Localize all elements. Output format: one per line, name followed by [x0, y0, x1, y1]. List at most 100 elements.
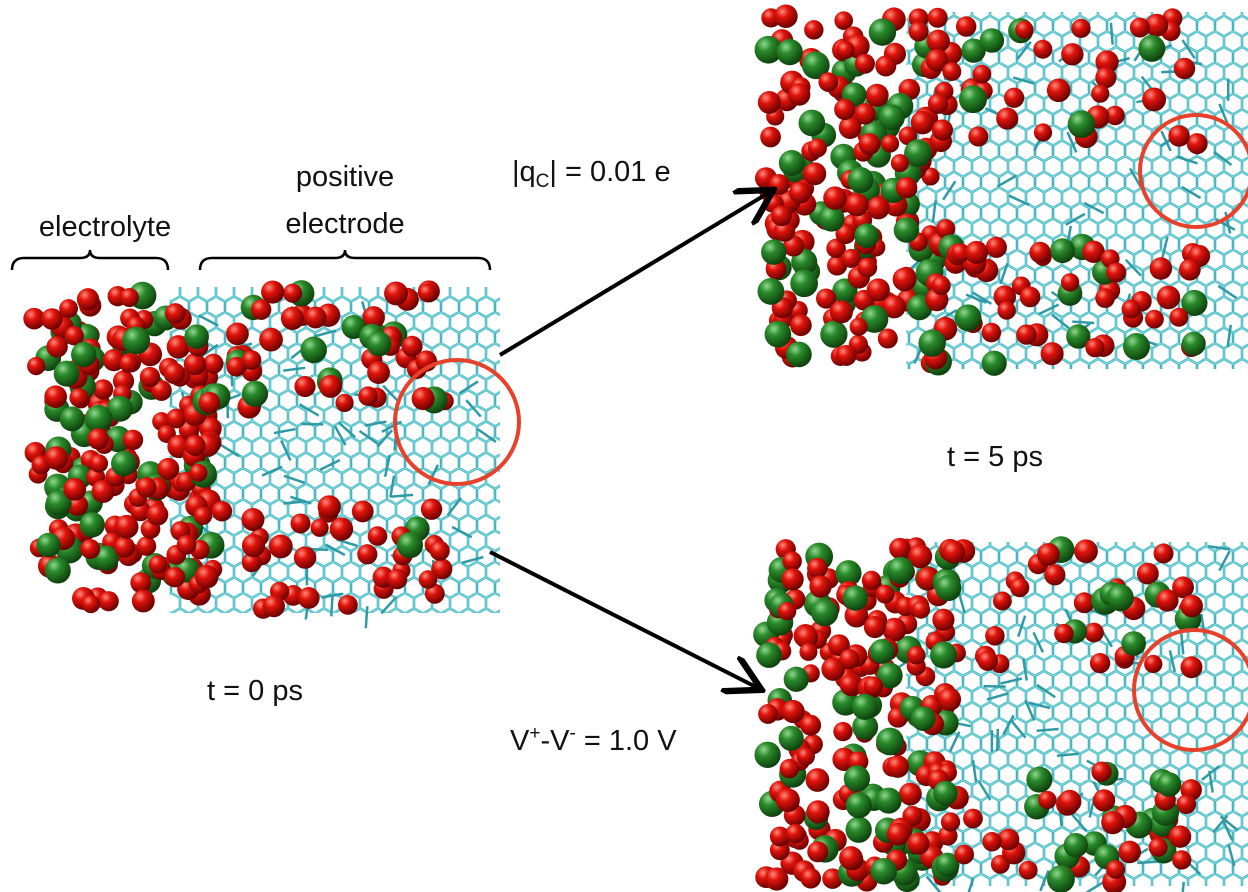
cation	[928, 93, 948, 113]
cation	[77, 288, 99, 310]
cation	[881, 135, 899, 153]
cation	[1061, 43, 1083, 65]
anion	[870, 639, 895, 664]
cation	[878, 329, 898, 349]
cation	[839, 649, 859, 669]
cation	[1016, 324, 1036, 344]
cation	[242, 350, 262, 370]
cation	[800, 868, 821, 889]
snapshot	[23, 280, 500, 628]
cation	[1180, 595, 1203, 618]
cation	[932, 276, 951, 295]
cation	[387, 569, 407, 589]
anion	[761, 239, 786, 264]
anion	[784, 667, 809, 692]
cation	[859, 133, 881, 155]
cation	[834, 99, 855, 120]
cation	[177, 535, 197, 555]
cation	[928, 8, 948, 28]
arrow	[490, 552, 758, 688]
cation	[972, 65, 991, 84]
anion	[1182, 332, 1206, 356]
anion	[876, 788, 902, 814]
cation	[996, 108, 1018, 130]
cation	[1047, 79, 1071, 103]
cation	[864, 616, 886, 638]
cation	[1074, 539, 1098, 563]
cation	[1093, 789, 1115, 811]
cation	[954, 845, 974, 865]
cation	[771, 205, 792, 226]
cation	[352, 501, 374, 523]
anion	[843, 585, 868, 610]
carbon-bond	[1037, 729, 1059, 731]
cation	[932, 609, 954, 631]
cation	[845, 193, 868, 216]
cation	[298, 587, 320, 609]
cation	[876, 585, 895, 604]
cation	[384, 281, 408, 305]
cation	[911, 111, 935, 135]
cation	[294, 376, 315, 397]
cation	[830, 300, 853, 323]
carbon-bond	[366, 606, 368, 628]
cation	[1122, 300, 1141, 319]
cation	[358, 386, 378, 406]
anion	[367, 331, 392, 356]
cation	[1180, 656, 1202, 678]
cation	[907, 646, 926, 665]
cation	[1142, 87, 1166, 111]
cation	[938, 688, 961, 711]
cation	[41, 308, 63, 330]
label: t = 5 ps	[947, 441, 1043, 473]
cation	[259, 328, 283, 352]
anion	[397, 532, 423, 558]
cation	[887, 823, 910, 846]
cation	[893, 268, 917, 292]
anion	[930, 642, 957, 669]
cation	[136, 477, 156, 497]
cation	[27, 357, 45, 375]
cation	[269, 535, 293, 559]
label: |qC| = 0.01 e	[512, 156, 671, 192]
anion	[300, 337, 327, 364]
cation	[311, 519, 329, 537]
cation	[242, 534, 265, 557]
cation	[114, 537, 135, 558]
cation	[1091, 761, 1111, 781]
label-subscript: C	[536, 171, 550, 192]
cation	[778, 602, 796, 620]
arrow	[500, 192, 770, 355]
cation	[90, 454, 108, 472]
cation	[418, 284, 437, 303]
cation	[1144, 655, 1162, 673]
anion	[887, 557, 914, 584]
cation	[855, 54, 875, 74]
anion	[1050, 238, 1075, 263]
cation	[891, 154, 909, 172]
label: V+-V- = 1.0 V	[510, 723, 677, 757]
cation	[1130, 18, 1150, 38]
anion	[1157, 772, 1182, 797]
carbon-bond	[1137, 861, 1159, 862]
anion	[955, 304, 982, 331]
cation	[982, 832, 1001, 851]
cation	[367, 361, 390, 384]
cation	[1106, 860, 1125, 879]
anion	[854, 223, 879, 248]
anion	[848, 167, 874, 193]
cation	[781, 568, 803, 590]
cation	[421, 498, 442, 519]
cation	[241, 508, 264, 531]
cation	[1156, 589, 1178, 611]
cation	[854, 103, 875, 124]
cation	[1177, 795, 1197, 815]
cation	[294, 546, 316, 568]
cation	[1169, 825, 1192, 847]
cation	[281, 307, 304, 330]
snapshots	[23, 4, 1248, 892]
cation	[147, 504, 169, 526]
cation	[1149, 838, 1168, 857]
snapshot	[753, 536, 1248, 892]
cation	[1172, 850, 1191, 869]
